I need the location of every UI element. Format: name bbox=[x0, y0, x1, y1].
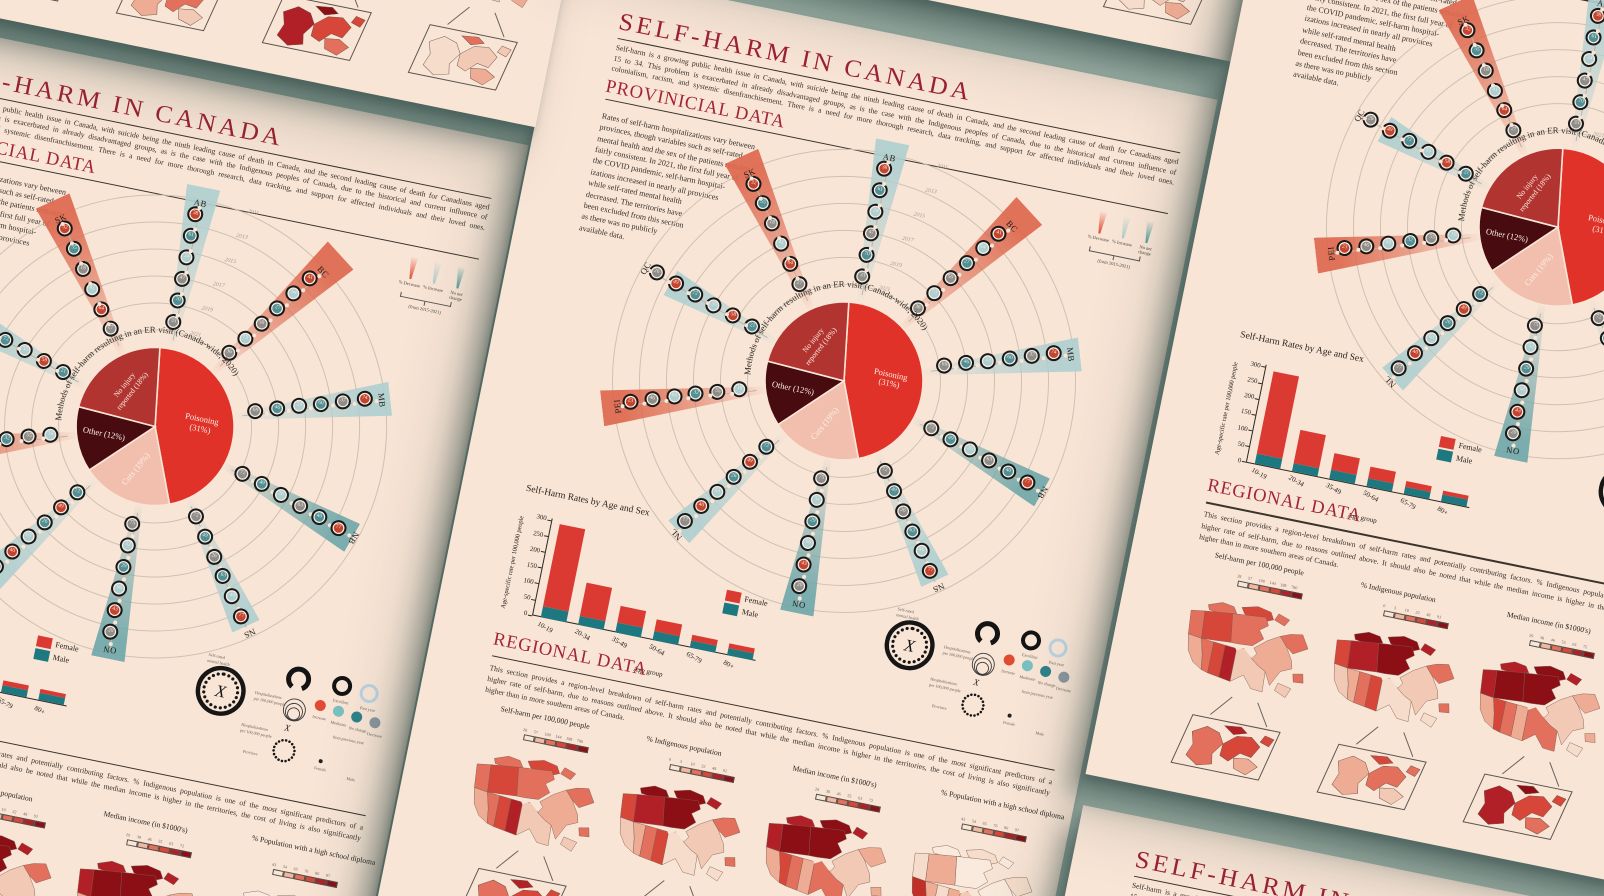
svg-text:X: X bbox=[213, 680, 229, 701]
svg-text:X: X bbox=[902, 635, 918, 656]
